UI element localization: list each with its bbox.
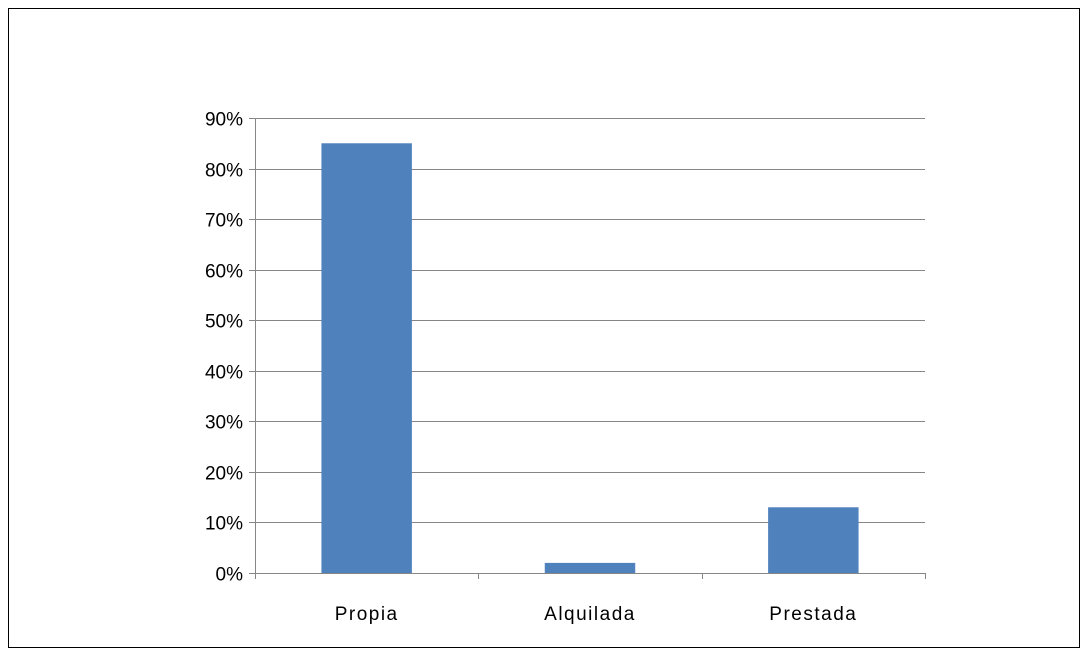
bar-chart: 0% 10% 20% 30% 40% 50% 60% 70% 80% 90% Propia Alqui… [205,110,926,626]
bars [321,143,859,573]
y-tick-label: 30% [205,413,243,434]
y-tick-label: 80% [205,161,243,182]
chart-frame [8,8,1080,648]
y-tick-label: 40% [205,363,243,384]
y-tick-label: 0% [216,565,244,586]
y-tick-label: 10% [205,514,243,535]
y-tick-label: 60% [205,262,243,283]
x-tick-label: Alquilada [544,604,636,625]
tick-labels: 0% 10% 20% 30% 40% 50% 60% 70% 80% 90% Propia Alqui… [205,110,857,626]
y-tick-label: 70% [205,211,243,232]
x-tick-label: Prestada [769,604,857,625]
bar-prestada [768,507,859,573]
y-tick-label: 20% [205,464,243,485]
y-tick-label: 90% [205,110,243,131]
bar-propia [321,143,412,573]
bar-alquilada [544,562,636,573]
axes [249,118,926,579]
y-tick-label: 50% [205,312,243,333]
x-tick-label: Propia [335,604,399,625]
